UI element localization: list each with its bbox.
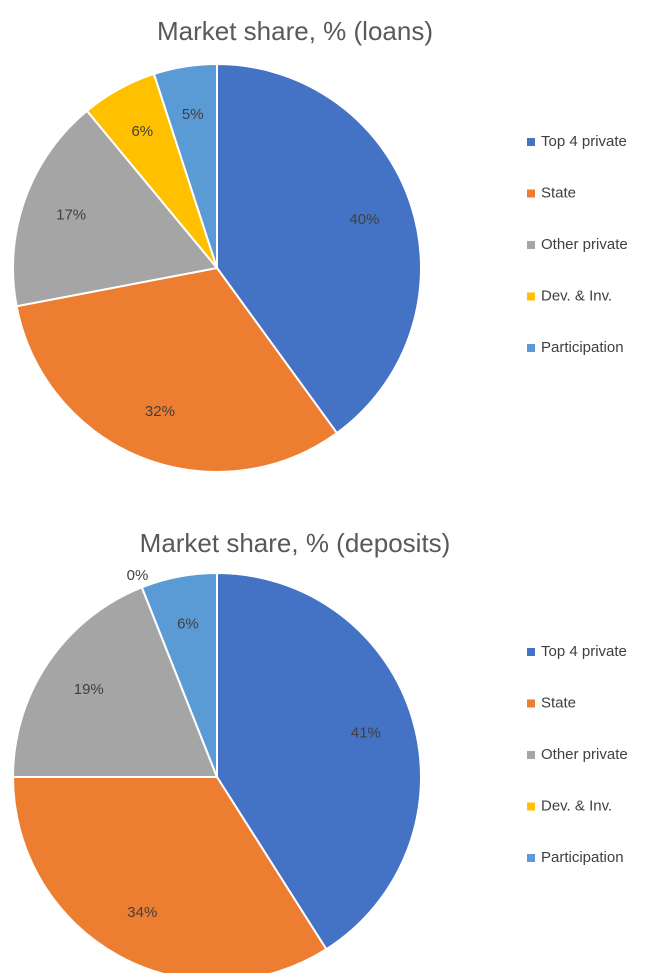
- legend-label: Dev. & Inv.: [541, 287, 612, 304]
- legend-swatch: [527, 699, 535, 708]
- data-label: 32%: [145, 403, 175, 420]
- data-label: 5%: [182, 106, 204, 123]
- pie-slice: [11, 586, 219, 778]
- data-label: 17%: [56, 206, 86, 223]
- chart-title: Market share, % (deposits): [140, 528, 451, 558]
- pie-slice: [152, 62, 218, 269]
- legend-label: Top 4 private: [541, 643, 627, 660]
- data-label: 0%: [127, 567, 149, 584]
- legend-label: State: [541, 694, 576, 711]
- data-label: 34%: [127, 904, 157, 921]
- legend-swatch: [527, 241, 535, 249]
- legend-label: Participation: [541, 849, 624, 866]
- data-label: 40%: [349, 211, 379, 228]
- legend-swatch: [527, 854, 535, 862]
- legend-swatch: [527, 138, 535, 146]
- legend-swatch: [527, 751, 535, 759]
- legend-label: Top 4 private: [541, 133, 627, 150]
- data-label: 6%: [177, 616, 199, 633]
- data-label: 41%: [351, 725, 381, 742]
- legend-label: Other private: [541, 236, 628, 253]
- pie-slice: [216, 571, 422, 951]
- pie-slice: [15, 266, 339, 473]
- pie-slice: [140, 571, 218, 778]
- legend-swatch: [527, 292, 535, 301]
- pie-slice: [12, 109, 219, 308]
- legend-swatch: [527, 802, 535, 811]
- pie-slice: [216, 62, 422, 435]
- legend-swatch: [527, 344, 535, 352]
- data-label: 6%: [131, 123, 153, 140]
- legend-label: Other private: [541, 746, 628, 763]
- legend-label: Participation: [541, 339, 624, 356]
- chart-title: Market share, % (loans): [157, 16, 433, 46]
- data-label: 19%: [74, 681, 104, 698]
- legend-swatch: [527, 189, 535, 198]
- legend-label: Dev. & Inv.: [541, 797, 612, 814]
- legend-swatch: [527, 648, 535, 656]
- legend-label: State: [541, 184, 576, 201]
